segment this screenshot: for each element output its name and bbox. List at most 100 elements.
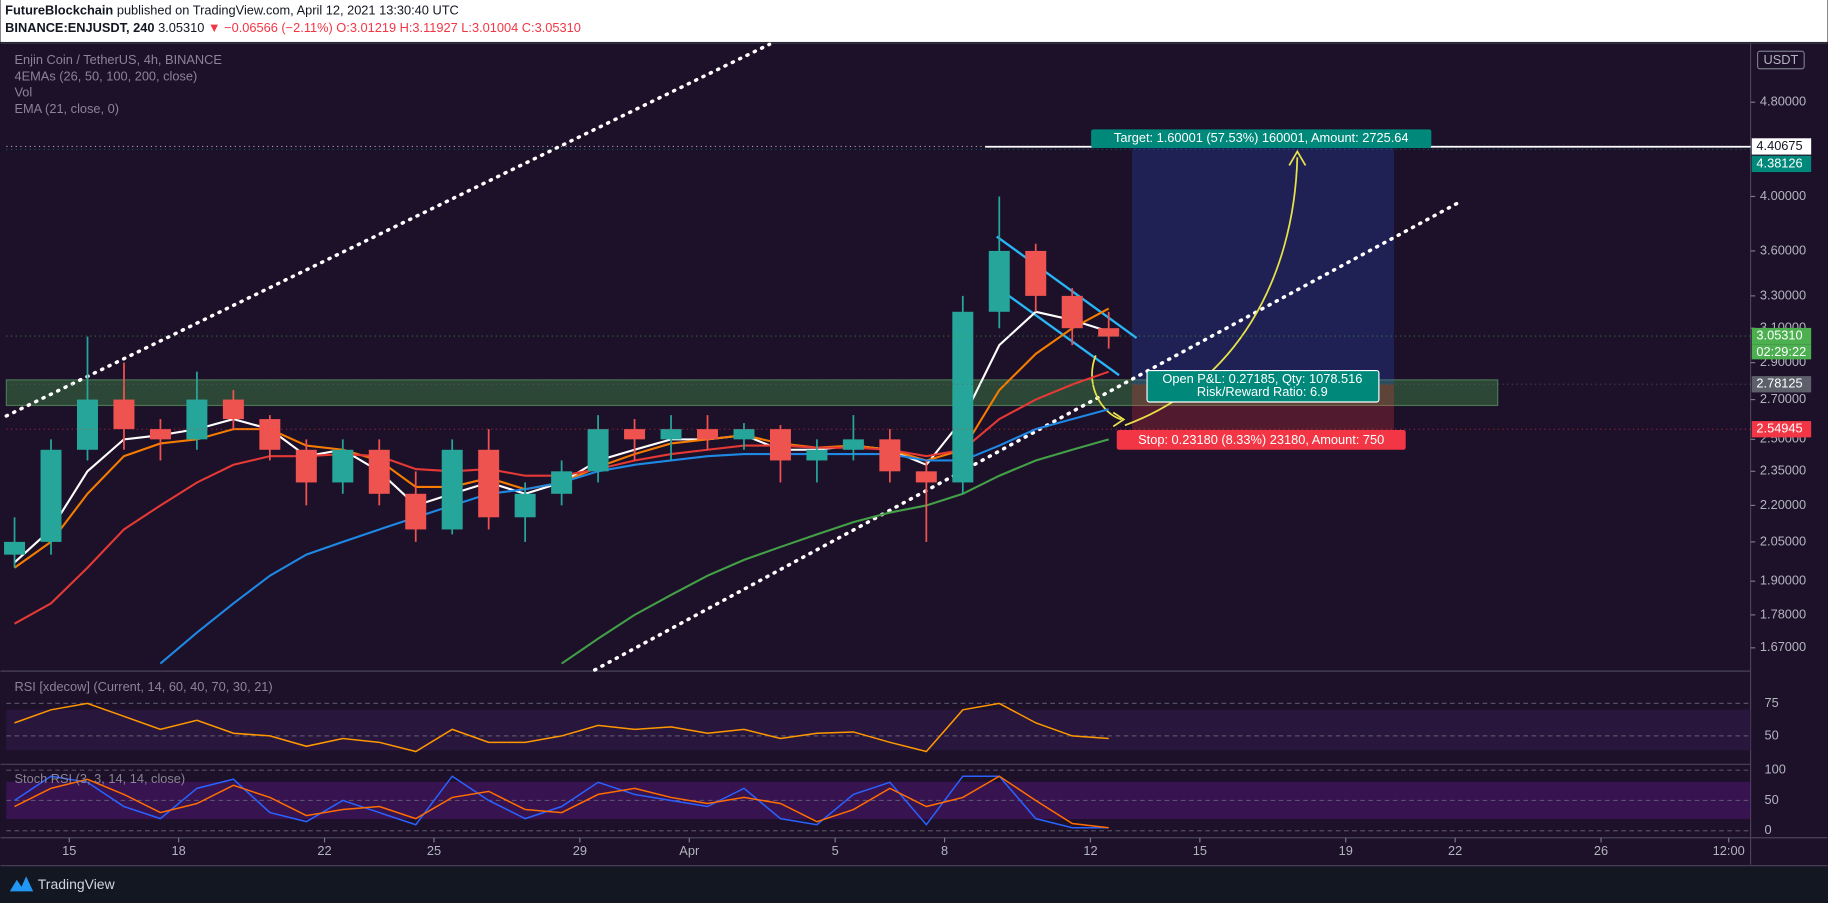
candle-body (842, 439, 864, 450)
indicator-line (14, 775, 1109, 829)
price-tag (1751, 327, 1812, 345)
x-tick-label: 18 (172, 843, 186, 858)
pnl-label: Open P&L: 0.27185, Qty: 1078.516 (1162, 371, 1362, 386)
candle-body (514, 493, 536, 518)
price-tag-label: 2.78125 (1756, 376, 1802, 391)
x-tick-label: 12:00 (1713, 843, 1745, 858)
symbol-line: BINANCE:ENJUSDT, 240 3.05310 ▼ −0.06566 … (5, 21, 581, 36)
countdown-tag (1751, 344, 1812, 360)
candle-body (697, 429, 718, 440)
x-tick-label: 25 (427, 843, 441, 858)
x-tick-label: 8 (941, 843, 948, 858)
candle-body (1061, 295, 1083, 329)
pnl-box (1146, 369, 1380, 403)
published: published on TradingView.com, April 12, … (117, 3, 459, 18)
price-tag (1751, 421, 1812, 438)
candle-body (295, 449, 317, 483)
y-tick-label: 1.90000 (1760, 573, 1806, 588)
indicator-line (14, 702, 1109, 753)
candle-body (624, 429, 646, 440)
candle-body (551, 471, 573, 494)
y-tick-label: 3.60000 (1760, 242, 1806, 257)
indicator-legend: Vol (14, 85, 32, 100)
footer (0, 866, 1828, 903)
price-tag-label: 2.54945 (1756, 421, 1802, 436)
candle-body (40, 449, 62, 542)
y-tick-label: 2.20000 (1760, 497, 1806, 512)
x-tick-label: 22 (1448, 843, 1462, 858)
main-legend: Enjin Coin / TetherUS, 4h, BINANCE (14, 52, 221, 67)
candle-body (149, 429, 171, 440)
candle-body (259, 419, 281, 450)
candle-body (368, 449, 390, 494)
y-tick-label: 3.30000 (1760, 287, 1806, 302)
candle-body (332, 449, 354, 483)
change: ▼ −0.06566 (−2.11%) (208, 21, 333, 36)
y-tick-label: 4.80000 (1760, 94, 1806, 109)
candle-body (769, 429, 791, 461)
ohlc: O:3.01219 H:3.11927 L:3.01004 C:3.05310 (336, 21, 581, 36)
brand: TradingView (38, 876, 116, 892)
ema-line (159, 408, 1109, 665)
stoch-legend: Stoch RSI (3, 3, 14, 14, close) (14, 771, 185, 786)
y-tick-label: 1.78000 (1760, 606, 1806, 621)
y-tick-label: 2.35000 (1760, 463, 1806, 478)
currency: USDT (1763, 52, 1798, 67)
x-tick-label: 15 (1193, 843, 1207, 858)
arrow-head (1112, 411, 1126, 428)
brand-logo (9, 876, 34, 892)
x-tick-label: 12 (1083, 843, 1097, 858)
candle-body (113, 399, 135, 430)
price-tag (1751, 138, 1812, 155)
stop-label-box (1116, 429, 1406, 450)
header-line: FutureBlockchain published on TradingVie… (5, 3, 459, 18)
price-tag (1751, 155, 1812, 173)
candle-body (186, 399, 208, 440)
y-tick-label: 50 (1765, 792, 1779, 807)
y-tick-label: 100 (1765, 762, 1786, 777)
candle-body (879, 439, 901, 472)
candle-body (77, 399, 98, 450)
candle-body (1025, 250, 1047, 296)
y-tick-label: 2.70000 (1760, 391, 1806, 406)
target-label-box (1091, 129, 1432, 148)
candle-body (660, 429, 682, 440)
stop-label: Stop: 0.23180 (8.33%) 23180, Amount: 750 (1138, 432, 1384, 447)
y-tick-label: 4.00000 (1760, 188, 1806, 203)
candle-body (441, 449, 463, 530)
candle-body (222, 399, 244, 420)
price-tag-label: 4.38126 (1756, 155, 1802, 170)
price-tag (1751, 376, 1812, 393)
currency-box (1756, 50, 1805, 70)
indicator-line (14, 775, 1109, 829)
arrow-head (1288, 149, 1307, 166)
countdown: 02:29:22 (1756, 344, 1806, 359)
y-tick-label: 0 (1765, 822, 1772, 837)
symbol: BINANCE:ENJUSDT, 240 (5, 21, 154, 36)
channel-line (1001, 290, 1120, 377)
candle-body (733, 429, 755, 440)
candle-body (988, 250, 1010, 312)
risk-reward-label: Risk/Reward Ratio: 6.9 (1197, 384, 1328, 399)
candle-body (478, 449, 500, 518)
x-tick-label: 15 (62, 843, 76, 858)
y-tick-label: 2.05000 (1760, 533, 1806, 548)
y-tick-label: 1.67000 (1760, 639, 1806, 654)
candle-body (806, 449, 828, 461)
y-tick-label: 50 (1765, 727, 1779, 742)
target-label: Target: 1.60001 (57.53%) 160001, Amount:… (1114, 130, 1409, 145)
x-tick-label: Apr (679, 843, 700, 858)
target-zone (1131, 146, 1395, 385)
ema-line (561, 438, 1109, 665)
y-tick-label: 75 (1765, 695, 1779, 710)
x-tick-label: 5 (832, 843, 839, 858)
candle-body (405, 493, 427, 530)
candle-body (915, 471, 937, 483)
candle-body (4, 541, 26, 555)
candle-body (952, 311, 974, 483)
candle-body (587, 429, 609, 472)
arrow (1091, 355, 1122, 421)
indicator-legend: EMA (21, close, 0) (14, 101, 119, 116)
